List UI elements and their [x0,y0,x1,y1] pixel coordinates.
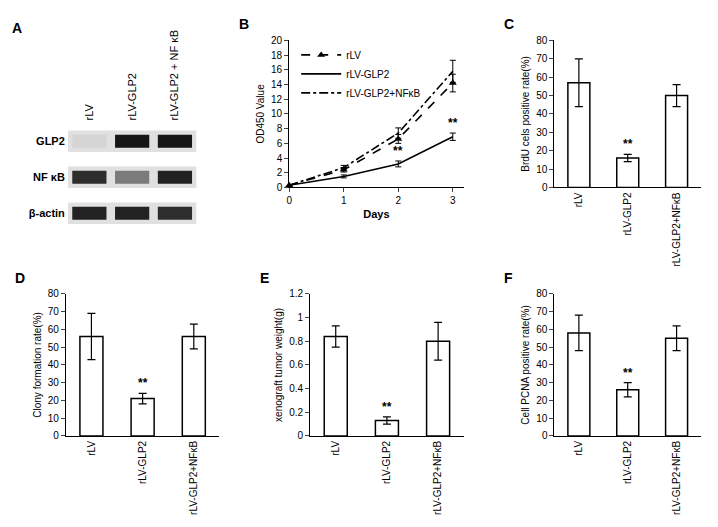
svg-text:Days: Days [363,208,389,220]
svg-text:Clony formation rate(%): Clony formation rate(%) [32,312,43,418]
svg-text:30: 30 [536,127,548,138]
svg-text:0: 0 [542,430,548,441]
svg-text:Cell PCNA positive rate(%): Cell PCNA positive rate(%) [520,305,531,424]
svg-text:0.6: 0.6 [289,359,303,370]
svg-text:70: 70 [536,306,548,317]
svg-text:40: 40 [536,108,548,119]
svg-text:50: 50 [536,90,548,101]
svg-text:BrdU cels positive rate(%): BrdU cels positive rate(%) [520,56,531,172]
svg-text:0: 0 [53,430,59,441]
svg-text:20: 20 [536,145,548,156]
svg-text:rLV-GLP2: rLV-GLP2 [622,192,633,236]
svg-text:rLV: rLV [330,441,341,456]
svg-text:80: 80 [536,35,548,46]
svg-text:2: 2 [395,195,401,206]
svg-text:60: 60 [48,324,60,335]
svg-text:30: 30 [48,377,60,388]
svg-text:rLV-GLP2: rLV-GLP2 [137,440,148,484]
svg-text:10: 10 [536,413,548,424]
svg-text:20: 20 [48,395,60,406]
svg-text:rLV-GLP2: rLV-GLP2 [346,69,390,80]
svg-text:4: 4 [277,153,283,164]
svg-text:6: 6 [277,138,283,149]
svg-text:60: 60 [536,324,548,335]
svg-text:1.2: 1.2 [289,288,303,299]
svg-text:16: 16 [271,64,283,75]
svg-text:40: 40 [48,359,60,370]
svg-text:OD450 Value: OD450 Value [255,84,266,144]
svg-text:70: 70 [536,53,548,64]
svg-text:rLV: rLV [346,50,361,61]
svg-text:rLV: rLV [86,441,97,456]
svg-text:**: ** [393,144,403,158]
svg-text:12: 12 [271,94,283,105]
svg-text:50: 50 [536,342,548,353]
svg-text:70: 70 [48,306,60,317]
svg-text:20: 20 [536,395,548,406]
svg-text:**: ** [382,400,392,414]
svg-text:GLP2: GLP2 [36,135,65,147]
svg-text:10: 10 [536,164,548,175]
svg-text:60: 60 [536,72,548,83]
svg-text:0.4: 0.4 [289,383,303,394]
svg-text:rLV-GLP2+NFκB: rLV-GLP2+NFκB [346,88,420,99]
svg-text:rLV-GLP2+NFκB: rLV-GLP2+NFκB [671,192,682,266]
svg-text:C: C [504,16,514,32]
svg-text:8: 8 [277,123,283,134]
svg-text:rLV-GLP2+NFκB: rLV-GLP2+NFκB [671,441,682,515]
svg-text:rLV-GLP2+NFκB: rLV-GLP2+NFκB [188,441,199,515]
svg-text:30: 30 [536,377,548,388]
svg-text:2: 2 [277,167,283,178]
svg-text:rLV: rLV [573,192,584,207]
svg-text:B: B [239,16,249,32]
svg-text:rLV-GLP2: rLV-GLP2 [622,440,633,484]
svg-text:**: ** [623,137,633,151]
svg-text:rLV-GLP2: rLV-GLP2 [126,73,138,121]
svg-text:0.2: 0.2 [289,407,303,418]
svg-text:**: ** [623,366,633,380]
svg-text:rLV: rLV [83,104,95,121]
svg-text:rLV: rLV [573,441,584,456]
svg-text:**: ** [138,376,148,390]
svg-text:80: 80 [48,288,60,299]
svg-text:50: 50 [48,342,60,353]
svg-text:xenograft tumor weight(g): xenograft tumor weight(g) [273,308,284,422]
svg-text:**: ** [448,116,458,130]
svg-text:80: 80 [536,288,548,299]
svg-text:rLV-GLP2: rLV-GLP2 [381,440,392,484]
svg-text:D: D [15,270,25,286]
svg-text:E: E [260,270,269,286]
svg-text:F: F [504,270,513,286]
svg-text:rLV-GLP2+NFκB: rLV-GLP2+NFκB [432,441,443,515]
svg-text:β-actin: β-actin [29,207,65,219]
svg-text:3: 3 [450,195,456,206]
svg-text:0: 0 [542,182,548,193]
svg-text:10: 10 [271,108,283,119]
svg-text:A: A [12,20,22,36]
svg-text:0: 0 [286,195,292,206]
svg-text:NF κB: NF κB [33,171,65,183]
svg-text:20: 20 [271,35,283,46]
svg-text:0: 0 [277,182,283,193]
svg-text:1: 1 [298,312,304,323]
svg-text:10: 10 [48,413,60,424]
svg-text:40: 40 [536,359,548,370]
svg-text:1: 1 [341,195,347,206]
svg-text:0: 0 [298,430,304,441]
svg-text:18: 18 [271,50,283,61]
svg-text:0.8: 0.8 [289,336,303,347]
svg-text:14: 14 [271,79,283,90]
svg-text:rLV-GLP2 + NF κB: rLV-GLP2 + NF κB [169,30,181,121]
